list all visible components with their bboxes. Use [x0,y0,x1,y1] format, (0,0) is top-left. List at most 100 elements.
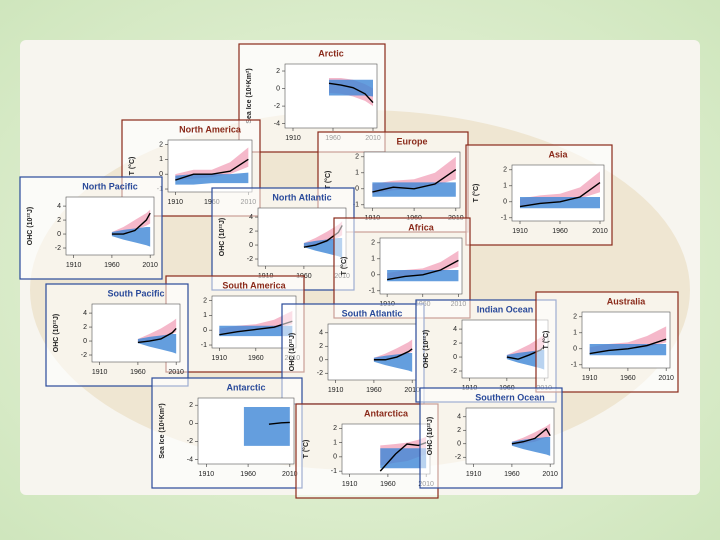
x-tick-label: 1910 [512,228,528,235]
y-tick-label: 0 [371,272,375,279]
panel-title: North America [179,124,242,134]
y-tick-label: 1 [203,312,207,319]
panel: Asia T (°C) 2 1 0 -1 1910 1960 2010 [465,144,613,246]
y-tick-label: 0 [57,231,61,238]
range-band [137,318,177,343]
y-tick-label: 2 [249,228,253,235]
observed-line [589,338,667,355]
y-tick-label: 2 [189,402,193,409]
y-tick-label: -2 [317,370,323,377]
observed-line [268,421,290,425]
y-tick-label: 0 [355,186,359,193]
y-tick-label: -2 [81,352,87,359]
x-tick-label: 1910 [92,369,108,376]
y-tick-label: 0 [453,354,457,361]
observed-line [219,320,293,336]
panel-title: Europe [396,136,427,146]
x-tick-label: 2010 [142,262,158,269]
observed-line [373,348,413,361]
observed-line [372,169,457,193]
y-tick-label: -2 [451,368,457,375]
x-tick-label: 1960 [504,471,520,478]
range-band [387,270,459,282]
panel-title: Australia [607,296,647,306]
y-axis-label: T (°C) [340,257,348,276]
x-tick-label: 2010 [542,471,558,478]
panel: North Pacific OHC (10²²J) 4 2 0 -2 1910 1960 201… [19,176,163,280]
y-tick-label: -1 [331,468,337,475]
y-tick-label: 2 [371,240,375,247]
panel-title: Africa [408,222,435,232]
y-axis-label: OHC (10²²J) [427,417,434,456]
y-tick-label: 0 [503,199,507,206]
range-band [589,344,667,356]
observed-line [328,82,374,104]
y-tick-label: 0 [276,85,280,92]
y-tick-label: -1 [369,288,375,295]
panel-title: Southern Ocean [475,392,545,402]
y-tick-label: 0 [203,327,207,334]
panel-title: Antarctica [364,408,409,418]
y-axis-label: T (°C) [128,157,136,176]
y-tick-label: 2 [453,340,457,347]
x-tick-label: 2010 [168,369,184,376]
y-axis-label: T (°C) [472,184,480,203]
observed-line [111,212,151,235]
y-tick-label: -1 [501,215,507,222]
panel-title: North Atlantic [272,192,331,202]
range-band [506,350,545,370]
x-tick-label: 1960 [552,228,568,235]
y-axis-label: OHC (10²²J) [289,333,296,372]
x-tick-label: 1910 [66,262,82,269]
y-tick-label: 4 [57,203,61,210]
y-tick-label: 4 [453,326,457,333]
range-band [175,147,249,181]
x-tick-label: 2010 [592,228,608,235]
x-tick-label: 1910 [466,471,482,478]
x-tick-label: 1960 [380,481,396,488]
y-tick-label: 1 [371,256,375,263]
y-tick-label: 0 [249,242,253,249]
panel: South Atlantic OHC (10²²J) 4 2 0 -2 1910 1960 20… [281,303,425,405]
panel-title: South America [222,280,286,290]
y-tick-label: 4 [249,214,253,221]
y-axis-label: T (°C) [542,331,550,350]
y-tick-label: 2 [573,314,577,321]
range-band [219,325,293,337]
y-tick-label: 0 [189,420,193,427]
y-tick-label: -1 [571,362,577,369]
range-band [175,172,249,185]
y-axis-label: OHC (10²²J) [219,218,226,257]
y-tick-label: 0 [159,171,163,178]
x-tick-label: 1910 [168,199,184,206]
x-tick-label: 2010 [404,387,420,394]
y-tick-label: 2 [203,297,207,304]
y-tick-label: 0 [319,357,323,364]
x-tick-label: 1960 [130,369,146,376]
y-tick-label: -2 [455,454,461,461]
range-band [243,407,290,446]
y-tick-label: 2 [319,343,323,350]
y-tick-label: 1 [333,439,337,446]
x-tick-label: 1960 [104,262,120,269]
y-tick-label: 2 [57,217,61,224]
y-tick-label: -1 [353,202,359,209]
observed-line [387,259,459,281]
y-tick-label: 2 [355,154,359,161]
panel-title: North Pacific [82,181,138,191]
y-tick-label: 2 [333,425,337,432]
y-tick-label: 1 [159,156,163,163]
panel-title: Antarctic [226,382,265,392]
y-tick-label: 2 [83,324,87,331]
panel: Antarctic Sea Ice (10⁶Km²) 2 0 -2 -4 1910 1960 2… [151,377,303,489]
x-tick-label: 1960 [248,355,264,362]
range-band [303,238,343,258]
x-tick-label: 1960 [366,387,382,394]
y-tick-label: 0 [457,441,461,448]
